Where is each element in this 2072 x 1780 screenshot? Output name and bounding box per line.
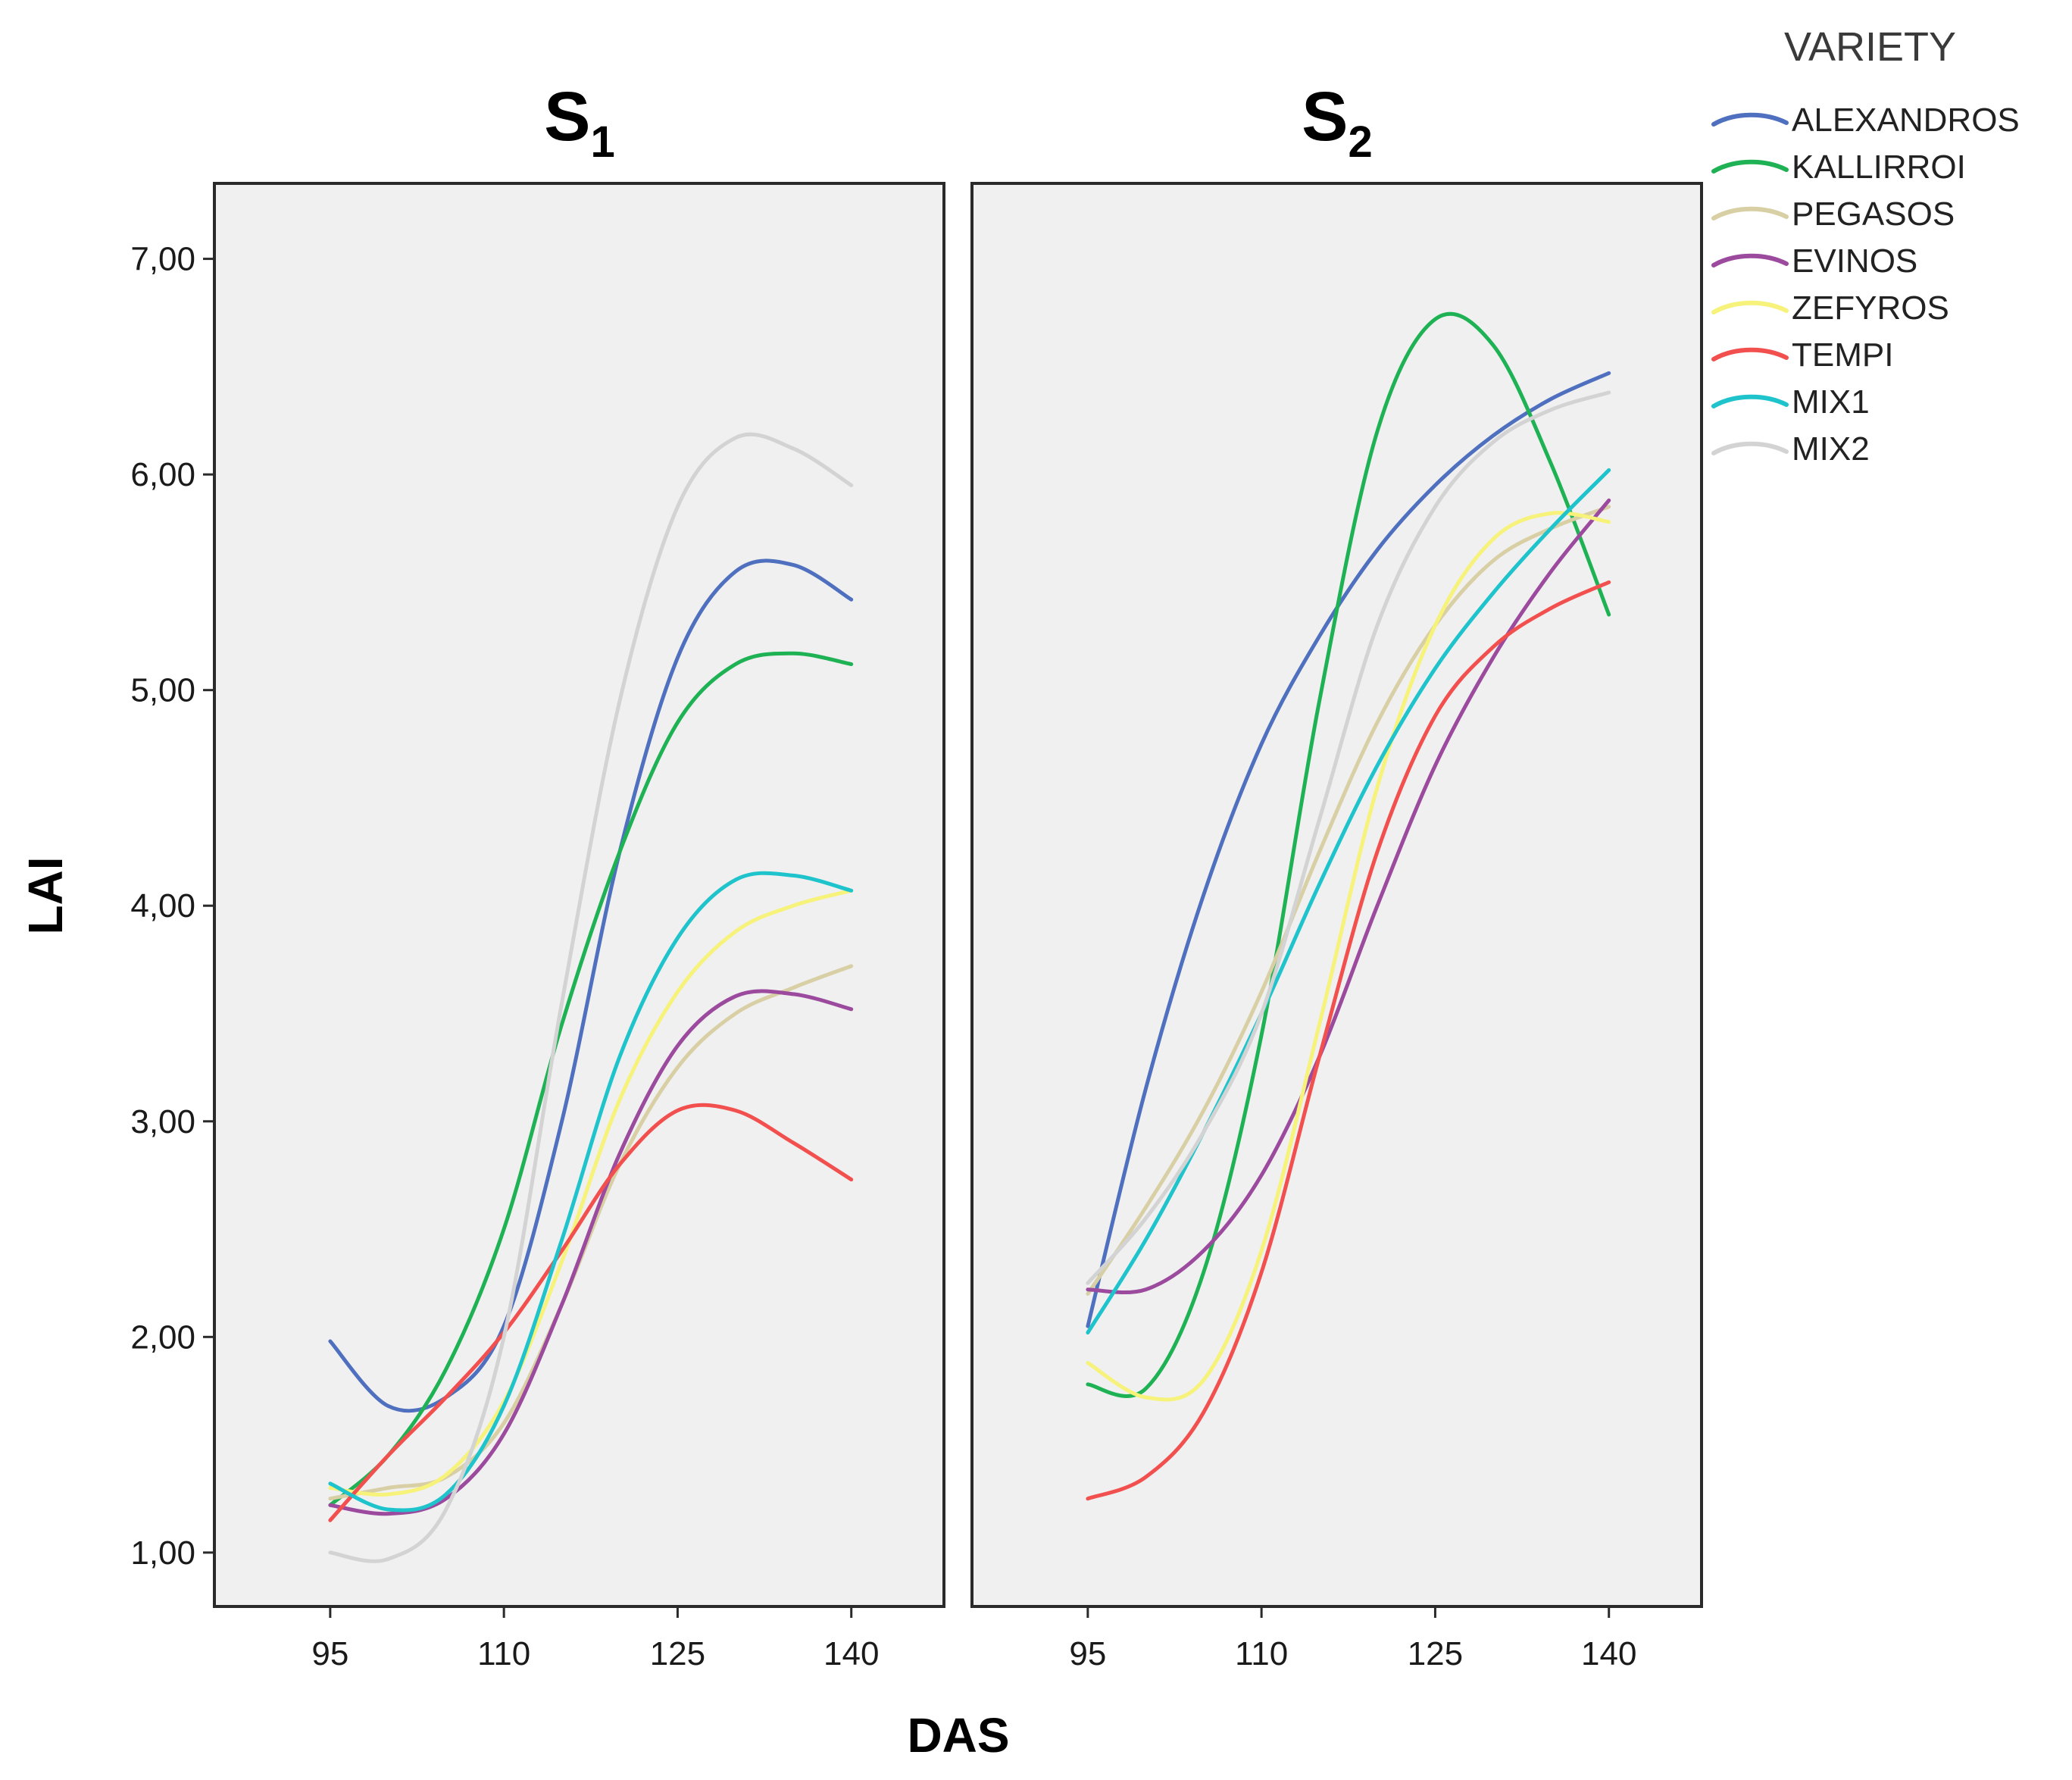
x-tick-label: 140 <box>823 1635 879 1672</box>
series-line-mix2-panel-s2 <box>1086 390 1611 1285</box>
legend-swatch-kallirroi <box>1711 159 1789 174</box>
panel-s1-series <box>328 432 854 1563</box>
panel-s2-title: S2 <box>1302 78 1373 167</box>
legend-label-alexandros: ALEXANDROS <box>1792 102 2020 139</box>
series-line-mix1-panel-s1 <box>328 871 854 1513</box>
legend-label-mix1: MIX1 <box>1792 383 1870 421</box>
legend-label-zefyros: ZEFYROS <box>1792 289 1949 327</box>
x-tick-label: 125 <box>650 1635 705 1672</box>
series-line-zefyros-panel-s1 <box>328 888 854 1497</box>
x-tick-label: 95 <box>1069 1635 1106 1672</box>
legend-swatch-zefyros <box>1711 300 1789 314</box>
panel-s2-plot-area <box>970 182 1703 1608</box>
x-tick-label: 95 <box>311 1635 348 1672</box>
panel-s2-series <box>1086 311 1611 1501</box>
legend-swatch-mix1 <box>1711 394 1789 408</box>
x-tick-label: 110 <box>477 1635 530 1672</box>
x-axis-panel-s1: 95 110 125 140 <box>311 1606 879 1672</box>
y-tick-label: 3,00 <box>130 1103 195 1140</box>
legend-swatch-mix2 <box>1711 441 1789 455</box>
legend-label-kallirroi: KALLIRROI <box>1792 149 1966 186</box>
y-tick-label: 6,00 <box>130 456 195 493</box>
x-axis-title: DAS <box>907 1708 1009 1763</box>
series-line-kallirroi-panel-s1 <box>328 651 854 1507</box>
series-line-tempi-panel-s2 <box>1086 580 1611 1501</box>
x-tick-label: 110 <box>1235 1635 1288 1672</box>
series-line-alexandros-panel-s1 <box>328 558 854 1413</box>
legend-title: VARIETY <box>1784 24 1956 70</box>
series-line-mix1-panel-s2 <box>1086 468 1611 1335</box>
series-line-kallirroi-panel-s2 <box>1086 311 1611 1398</box>
y-axis-title: LAI <box>18 856 73 934</box>
y-tick-label: 5,00 <box>130 672 195 709</box>
panel-s2-title-main: S <box>1302 78 1348 155</box>
legend-swatch-evinos <box>1711 253 1789 267</box>
x-tick-label: 125 <box>1408 1635 1463 1672</box>
series-line-zefyros-panel-s2 <box>1086 511 1611 1402</box>
legend-label-pegasos: PEGASOS <box>1792 196 1955 233</box>
legend-swatch-pegasos <box>1711 206 1789 221</box>
panel-s1-title-main: S <box>544 78 590 155</box>
x-axis-panel-s2: 95 110 125 140 <box>1069 1606 1636 1672</box>
legend-swatch-tempi <box>1711 347 1789 361</box>
y-tick-label: 7,00 <box>130 241 195 278</box>
series-line-tempi-panel-s1 <box>328 1103 854 1522</box>
series-line-alexandros-panel-s2 <box>1086 371 1611 1328</box>
panel-s1-title: S1 <box>544 78 615 167</box>
y-axis: 1,00 2,00 3,00 4,00 5,00 6,00 7,00 <box>130 241 214 1572</box>
legend-swatch-alexandros <box>1711 112 1789 127</box>
series-line-mix2-panel-s1 <box>328 432 854 1563</box>
y-tick-label: 1,00 <box>130 1534 195 1572</box>
y-tick-label: 2,00 <box>130 1319 195 1356</box>
x-tick-label: 140 <box>1581 1635 1636 1672</box>
panel-s1-plot-area <box>213 182 945 1608</box>
panel-s1-title-subscript: 1 <box>591 117 615 167</box>
legend-label-evinos: EVINOS <box>1792 242 1917 280</box>
legend-label-mix2: MIX2 <box>1792 430 1870 468</box>
legend: ALEXANDROS KALLIRROI PEGASOS EVINOS ZEFYROS T… <box>1711 102 2020 468</box>
panel-s2-title-subscript: 2 <box>1349 117 1373 167</box>
legend-label-tempi: TEMPI <box>1792 336 1893 374</box>
series-line-evinos-panel-s1 <box>328 989 854 1516</box>
series-line-evinos-panel-s2 <box>1086 498 1611 1295</box>
series-line-pegasos-panel-s2 <box>1086 505 1611 1296</box>
y-tick-label: 4,00 <box>130 887 195 924</box>
